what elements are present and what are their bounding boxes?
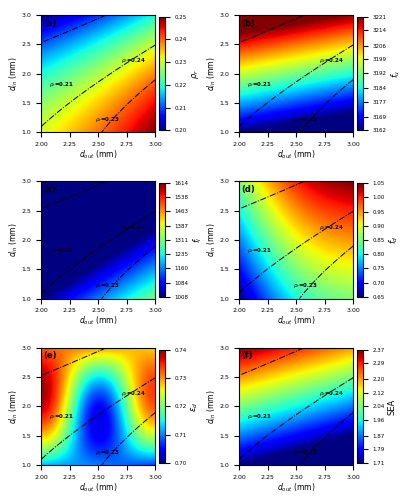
Y-axis label: $d_{in}$ (mm): $d_{in}$ (mm) xyxy=(206,389,218,424)
Text: $\rho_r$=0.24: $\rho_r$=0.24 xyxy=(121,389,146,398)
Y-axis label: $d_{in}$ (mm): $d_{in}$ (mm) xyxy=(206,56,218,91)
Text: (d): (d) xyxy=(241,185,255,194)
Text: $\rho_r$=0.23: $\rho_r$=0.23 xyxy=(293,448,317,456)
Text: (c): (c) xyxy=(44,185,56,194)
Text: $\rho_r$=0.23: $\rho_r$=0.23 xyxy=(95,448,119,456)
Y-axis label: $\rho_r$: $\rho_r$ xyxy=(190,68,201,78)
Y-axis label: SEA: SEA xyxy=(387,398,396,414)
X-axis label: $d_{out}$ (mm): $d_{out}$ (mm) xyxy=(277,314,315,327)
Text: $\rho_r$=0.23: $\rho_r$=0.23 xyxy=(293,281,317,290)
Y-axis label: $f_u$: $f_u$ xyxy=(389,70,402,78)
X-axis label: $d_{out}$ (mm): $d_{out}$ (mm) xyxy=(277,481,315,494)
Y-axis label: $f_l$: $f_l$ xyxy=(191,236,204,244)
Text: $\rho_r$=0.23: $\rho_r$=0.23 xyxy=(95,281,119,290)
Text: (b): (b) xyxy=(241,18,255,28)
Text: $\rho_r$=0.21: $\rho_r$=0.21 xyxy=(49,80,74,88)
Text: $\rho_r$=0.24: $\rho_r$=0.24 xyxy=(319,222,344,232)
Text: (e): (e) xyxy=(44,352,57,360)
Text: $\rho_r$=0.21: $\rho_r$=0.21 xyxy=(49,412,74,422)
Text: $\rho_r$=0.23: $\rho_r$=0.23 xyxy=(293,115,317,124)
Y-axis label: $d_{in}$ (mm): $d_{in}$ (mm) xyxy=(8,389,20,424)
Y-axis label: $\varepsilon_d$: $\varepsilon_d$ xyxy=(190,402,200,411)
Y-axis label: $f_d$: $f_d$ xyxy=(387,236,400,244)
Y-axis label: $d_{in}$ (mm): $d_{in}$ (mm) xyxy=(8,222,20,258)
Y-axis label: $d_{in}$ (mm): $d_{in}$ (mm) xyxy=(206,222,218,258)
Text: $\rho_r$=0.21: $\rho_r$=0.21 xyxy=(247,80,272,88)
X-axis label: $d_{out}$ (mm): $d_{out}$ (mm) xyxy=(79,314,117,327)
Text: $\rho_r$=0.24: $\rho_r$=0.24 xyxy=(121,222,146,232)
X-axis label: $d_{out}$ (mm): $d_{out}$ (mm) xyxy=(277,148,315,161)
Text: $\rho_r$=0.21: $\rho_r$=0.21 xyxy=(247,246,272,255)
Y-axis label: $d_{in}$ (mm): $d_{in}$ (mm) xyxy=(8,56,20,91)
Text: $\rho_r$=0.24: $\rho_r$=0.24 xyxy=(319,389,344,398)
Text: (a): (a) xyxy=(44,18,57,28)
Text: $\rho_r$=0.23: $\rho_r$=0.23 xyxy=(95,115,119,124)
Text: $\rho_r$=0.24: $\rho_r$=0.24 xyxy=(121,56,146,65)
Text: $\rho_r$=0.24: $\rho_r$=0.24 xyxy=(319,56,344,65)
Text: $\rho_r$=0.21: $\rho_r$=0.21 xyxy=(247,412,272,422)
Text: $\rho_r$=0.21: $\rho_r$=0.21 xyxy=(49,246,74,255)
Text: (f): (f) xyxy=(241,352,253,360)
X-axis label: $d_{out}$ (mm): $d_{out}$ (mm) xyxy=(79,481,117,494)
X-axis label: $d_{out}$ (mm): $d_{out}$ (mm) xyxy=(79,148,117,161)
